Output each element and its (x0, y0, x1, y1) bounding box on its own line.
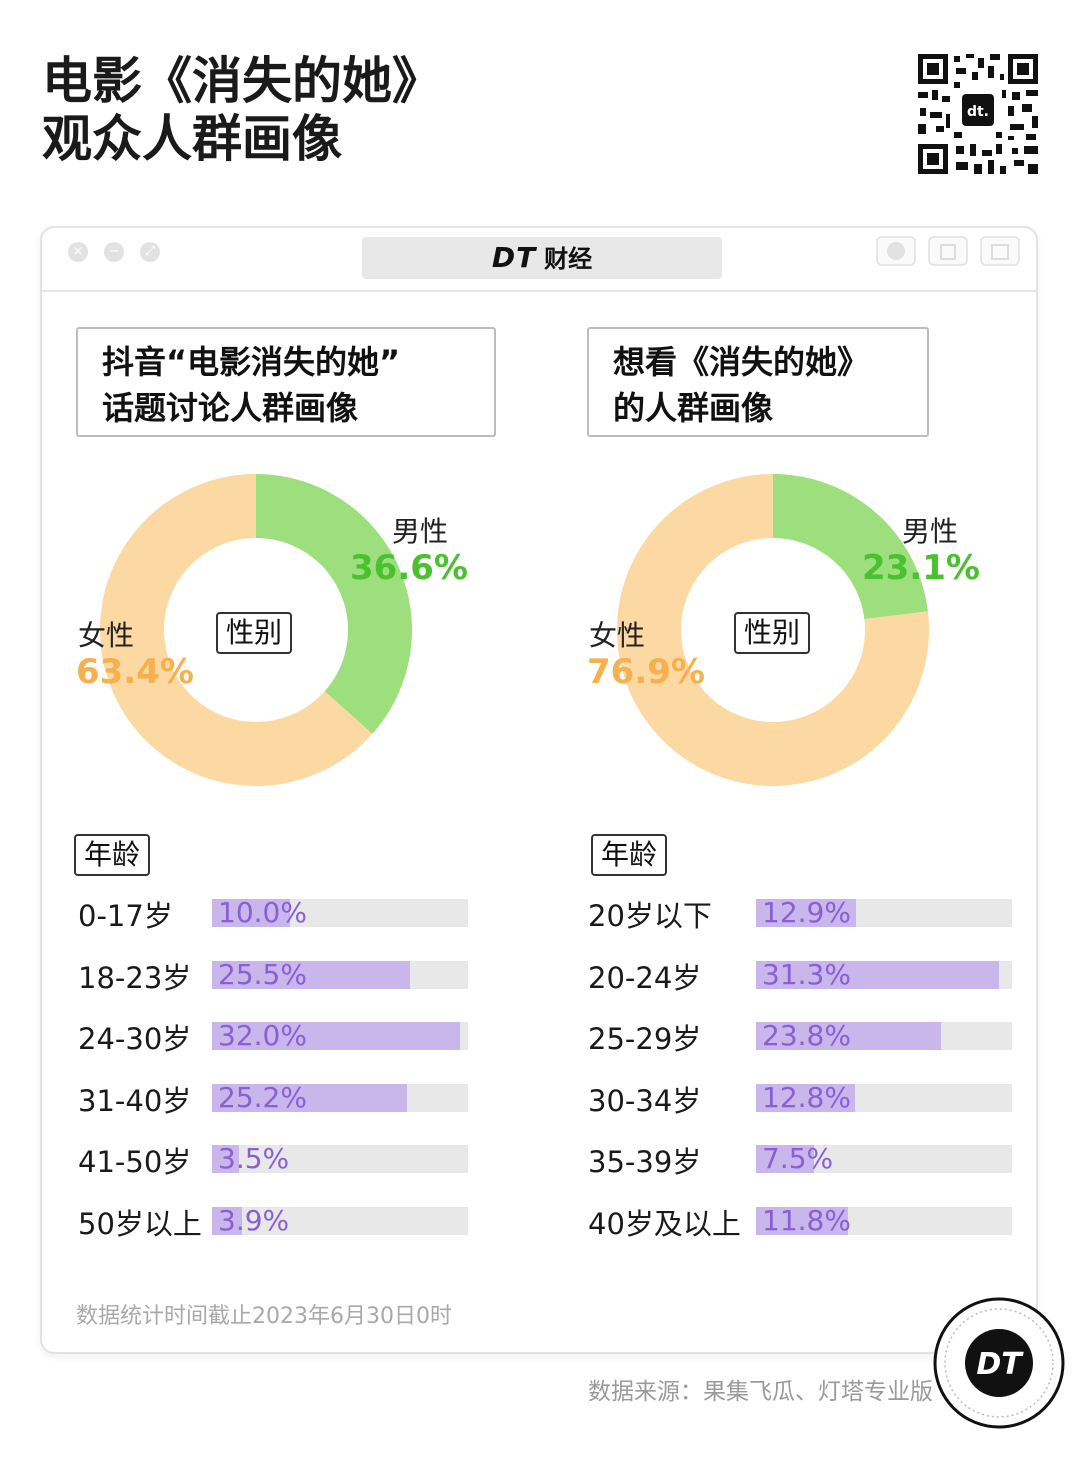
age-bar-value: 23.8% (762, 1019, 851, 1053)
left-panel-title: 抖音“电影消失的她” 话题讨论人群画像 (76, 327, 496, 437)
qr-code-icon: dt. (916, 52, 1040, 176)
age-bar (212, 1022, 461, 1051)
maximize-icon[interactable]: ⤢ (140, 242, 160, 262)
age-bar-value: 12.8% (762, 1080, 851, 1114)
female-label-right: 女性 (589, 619, 646, 652)
window-titlebar: × − ⤢ DT 财经 (42, 228, 1036, 292)
age-bar-track: 25.5% (212, 958, 468, 991)
age-tag-left: 年龄 (74, 834, 151, 876)
age-category-label: 18-23岁 (78, 960, 192, 995)
dt-logo-icon: DT (933, 1297, 1065, 1429)
age-bar (756, 1145, 815, 1174)
age-bar (756, 1083, 856, 1112)
right-panel-title: 想看《消失的她》 的人群画像 (587, 327, 929, 437)
female-pct-right: 76.9% (587, 652, 705, 692)
age-category-label: 31-40岁 (78, 1083, 192, 1118)
age-bar-track: 10.0% (212, 896, 468, 929)
title-line-2: 观众人群画像 (42, 110, 342, 168)
age-bar-value: 31.3% (762, 957, 851, 991)
male-pct-right: 23.1% (862, 548, 980, 588)
page-title: 电影《消失的她》 观众人群画像 (42, 52, 442, 168)
female-slice (617, 474, 929, 786)
left-panel-title-line-2: 话题讨论人群画像 (102, 389, 359, 427)
male-slice (771, 474, 928, 621)
svg-text:DT: DT (976, 1347, 1024, 1382)
male-label-left: 男性 (392, 515, 449, 548)
age-bar-value: 25.5% (218, 957, 307, 991)
age-tag-right: 年龄 (591, 834, 668, 876)
male-pct-left: 36.6% (350, 548, 468, 588)
age-bar (212, 1207, 243, 1235)
age-bar-track: 12.8% (756, 1081, 1012, 1114)
gender-donut-left (100, 474, 412, 786)
age-bar-track: 12.9% (756, 896, 1012, 929)
age-bar-value: 7.5% (762, 1142, 834, 1176)
brand-bar: DT 财经 (362, 237, 722, 279)
age-bar (756, 960, 999, 989)
brand-mark: DT (491, 241, 537, 274)
age-bar-value: 32.0% (218, 1019, 307, 1053)
age-category-label: 0-17岁 (78, 899, 173, 933)
age-bar (212, 1145, 240, 1174)
female-slice (100, 474, 373, 786)
title-line-1: 电影《消失的她》 (42, 52, 442, 110)
minimize-icon[interactable]: − (104, 242, 124, 262)
gender-donut-right (617, 474, 929, 786)
age-bar-value: 3.5% (218, 1142, 290, 1176)
age-category-label: 50岁以上 (78, 1207, 202, 1241)
copy-icon[interactable] (980, 236, 1020, 266)
age-bar-value: 25.2% (218, 1080, 307, 1114)
age-bar-track: 23.8% (756, 1019, 1012, 1052)
age-bar-track: 32.0% (212, 1019, 468, 1052)
age-category-label: 25-29岁 (588, 1022, 702, 1057)
data-date-note: 数据统计时间截止2023年6月30日0时 (76, 1304, 452, 1329)
female-label-left: 女性 (78, 619, 135, 652)
age-bar-track: 3.5% (212, 1142, 468, 1175)
age-bar-value: 12.9% (762, 896, 851, 929)
age-bar-value: 11.8% (762, 1204, 851, 1237)
age-bar-track: 7.5% (756, 1142, 1012, 1175)
age-bar (756, 899, 857, 927)
data-source: 数据来源：果集飞瓜、灯塔专业版 (588, 1379, 933, 1405)
female-pct-left: 63.4% (76, 652, 194, 692)
male-slice (255, 474, 412, 734)
gender-tag-left: 性别 (216, 612, 293, 654)
age-category-label: 35-39岁 (588, 1145, 702, 1180)
age-bar (212, 960, 410, 989)
right-panel-title-line-1: 想看《消失的她》 (613, 343, 870, 381)
age-category-label: 20-24岁 (588, 960, 702, 995)
age-category-label: 24-30岁 (78, 1022, 192, 1057)
age-bar-track: 3.9% (212, 1204, 468, 1237)
age-bar-track: 31.3% (756, 958, 1012, 991)
svg-text:dt.: dt. (967, 104, 989, 120)
age-bar (212, 1083, 408, 1112)
age-category-label: 30-34岁 (588, 1083, 702, 1118)
age-bar-track: 25.2% (212, 1081, 468, 1114)
right-panel-title-line-2: 的人群画像 (613, 389, 774, 427)
age-bar (212, 899, 290, 927)
age-bar-track: 11.8% (756, 1204, 1012, 1237)
age-bar (756, 1022, 941, 1051)
record-icon[interactable] (876, 236, 916, 266)
gender-tag-right: 性别 (734, 612, 811, 654)
age-category-label: 20岁以下 (588, 899, 712, 933)
age-category-label: 41-50岁 (78, 1145, 192, 1180)
age-bar-value: 10.0% (218, 896, 307, 929)
age-bar-value: 3.9% (218, 1204, 290, 1237)
share-icon[interactable] (928, 236, 968, 266)
age-category-label: 40岁及以上 (588, 1207, 741, 1241)
brand-name: 财经 (544, 245, 593, 273)
male-label-right: 男性 (902, 515, 959, 548)
close-icon[interactable]: × (68, 242, 88, 262)
age-bar (756, 1207, 848, 1235)
left-panel-title-line-1: 抖音“电影消失的她” (102, 343, 401, 381)
